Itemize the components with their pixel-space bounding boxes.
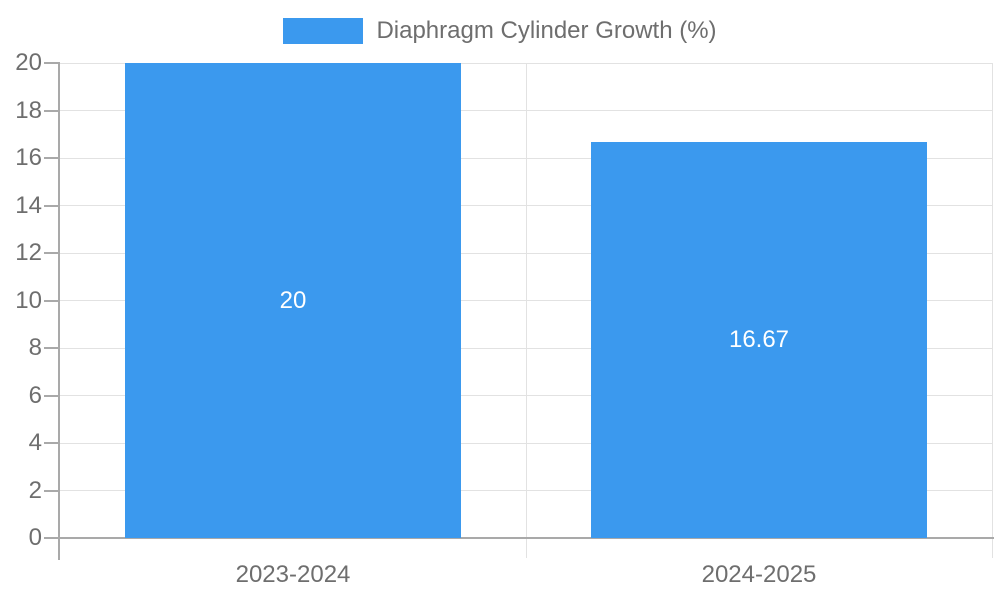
y-tick-label: 20 <box>15 49 42 76</box>
plot-right-border <box>991 63 993 558</box>
y-axis-tick <box>44 442 60 444</box>
y-tick-label: 18 <box>15 96 42 124</box>
legend-swatch <box>283 18 364 44</box>
y-tick-label: 0 <box>28 524 42 551</box>
y-tick-label: 10 <box>15 286 42 314</box>
y-tick-label: 6 <box>28 381 42 409</box>
y-axis-tick <box>44 204 60 207</box>
legend-label: Diaphragm Cylinder Growth (%) <box>376 17 717 44</box>
y-tick-label: 2 <box>28 476 42 504</box>
y-tick-label: 14 <box>15 191 42 219</box>
y-axis-tick <box>44 62 60 64</box>
y-axis-line <box>58 63 60 560</box>
y-axis-tick <box>44 157 60 159</box>
y-tick-label: 12 <box>15 239 42 266</box>
y-axis-tick <box>44 299 60 302</box>
bar-value-label: 20 <box>279 286 307 314</box>
y-tick-label: 16 <box>15 144 42 171</box>
y-tick-label: 4 <box>28 429 42 456</box>
x-axis-label: 2023-2024 <box>235 561 351 588</box>
y-axis-tick <box>44 394 60 397</box>
bar <box>125 63 461 538</box>
y-tick-label: 8 <box>28 334 42 361</box>
y-axis-tick <box>44 347 60 349</box>
category-separator <box>525 63 527 558</box>
bar-value-label: 16.67 <box>728 326 790 354</box>
x-axis-line <box>44 537 994 539</box>
bar <box>591 142 927 538</box>
x-axis-label: 2024-2025 <box>701 561 817 588</box>
y-axis-tick <box>44 109 60 112</box>
y-axis-tick <box>44 252 60 254</box>
y-axis-tick <box>44 489 60 492</box>
legend: Diaphragm Cylinder Growth (%) <box>0 16 1000 46</box>
